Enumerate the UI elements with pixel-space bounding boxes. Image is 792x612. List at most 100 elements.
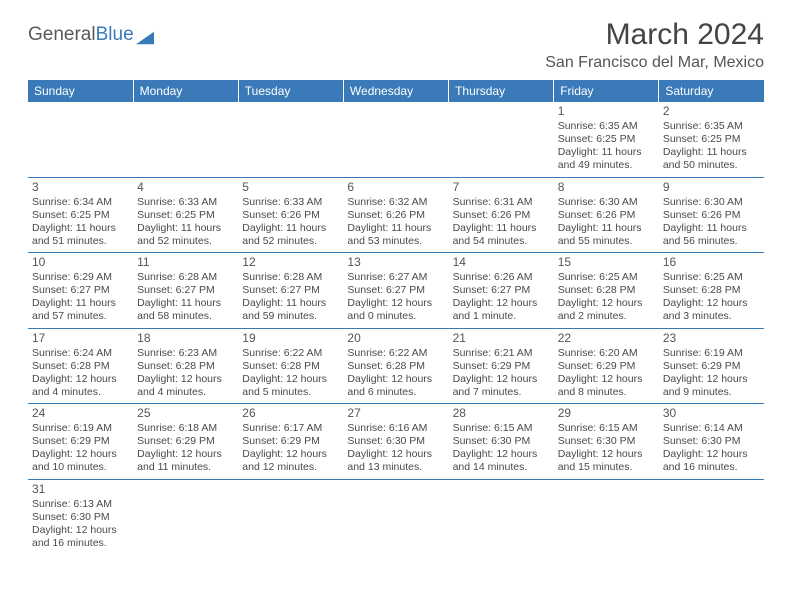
day-info-line: Sunset: 6:30 PM <box>453 435 550 448</box>
day-info-line: Sunset: 6:29 PM <box>32 435 129 448</box>
day-info-line: Sunrise: 6:31 AM <box>453 196 550 209</box>
day-info-line: Sunrise: 6:22 AM <box>242 347 339 360</box>
calendar-row: 24Sunrise: 6:19 AMSunset: 6:29 PMDayligh… <box>28 404 764 480</box>
day-number: 6 <box>347 180 444 195</box>
day-info-line: Sunset: 6:30 PM <box>347 435 444 448</box>
calendar-cell <box>133 102 238 177</box>
day-info-line: Daylight: 12 hours <box>137 373 234 386</box>
day-number: 10 <box>32 255 129 270</box>
header: GeneralBlue March 2024 San Francisco del… <box>28 18 764 72</box>
day-number: 13 <box>347 255 444 270</box>
day-info-line: Daylight: 12 hours <box>347 297 444 310</box>
day-info-line: Sunset: 6:27 PM <box>347 284 444 297</box>
calendar-cell: 18Sunrise: 6:23 AMSunset: 6:28 PMDayligh… <box>133 328 238 404</box>
location: San Francisco del Mar, Mexico <box>545 54 764 72</box>
day-number: 8 <box>558 180 655 195</box>
day-info-line: Daylight: 12 hours <box>558 297 655 310</box>
day-number: 15 <box>558 255 655 270</box>
day-number: 22 <box>558 331 655 346</box>
calendar-cell <box>28 102 133 177</box>
calendar-cell: 22Sunrise: 6:20 AMSunset: 6:29 PMDayligh… <box>554 328 659 404</box>
weekday-header-row: Sunday Monday Tuesday Wednesday Thursday… <box>28 80 764 102</box>
day-number: 3 <box>32 180 129 195</box>
day-info-line: and 16 minutes. <box>32 537 129 550</box>
day-info-line: and 13 minutes. <box>347 461 444 474</box>
day-info-line: Daylight: 11 hours <box>32 297 129 310</box>
calendar-cell: 17Sunrise: 6:24 AMSunset: 6:28 PMDayligh… <box>28 328 133 404</box>
day-info-line: Sunset: 6:25 PM <box>558 133 655 146</box>
day-info-line: and 6 minutes. <box>347 386 444 399</box>
day-info-line: Sunset: 6:27 PM <box>453 284 550 297</box>
day-info-line: and 5 minutes. <box>242 386 339 399</box>
day-info-line: Sunrise: 6:28 AM <box>137 271 234 284</box>
day-info-line: and 3 minutes. <box>663 310 760 323</box>
day-number: 16 <box>663 255 760 270</box>
calendar-cell: 24Sunrise: 6:19 AMSunset: 6:29 PMDayligh… <box>28 404 133 480</box>
calendar-row: 3Sunrise: 6:34 AMSunset: 6:25 PMDaylight… <box>28 177 764 253</box>
day-info-line: Sunrise: 6:29 AM <box>32 271 129 284</box>
calendar-cell: 29Sunrise: 6:15 AMSunset: 6:30 PMDayligh… <box>554 404 659 480</box>
day-info-line: Sunrise: 6:19 AM <box>663 347 760 360</box>
day-info-line: and 9 minutes. <box>663 386 760 399</box>
day-info-line: Sunset: 6:26 PM <box>347 209 444 222</box>
day-number: 30 <box>663 406 760 421</box>
day-info-line: Sunset: 6:28 PM <box>558 284 655 297</box>
day-info-line: and 15 minutes. <box>558 461 655 474</box>
logo-sail-icon <box>136 31 154 45</box>
day-number: 1 <box>558 104 655 119</box>
day-number: 12 <box>242 255 339 270</box>
calendar-cell: 7Sunrise: 6:31 AMSunset: 6:26 PMDaylight… <box>449 177 554 253</box>
day-info-line: and 0 minutes. <box>347 310 444 323</box>
day-number: 5 <box>242 180 339 195</box>
day-number: 19 <box>242 331 339 346</box>
day-info-line: Sunrise: 6:35 AM <box>663 120 760 133</box>
weekday-header: Sunday <box>28 80 133 102</box>
weekday-header: Saturday <box>659 80 764 102</box>
calendar-cell <box>449 102 554 177</box>
day-info-line: Sunset: 6:29 PM <box>242 435 339 448</box>
day-info-line: Sunrise: 6:30 AM <box>663 196 760 209</box>
day-number: 29 <box>558 406 655 421</box>
day-info-line: and 57 minutes. <box>32 310 129 323</box>
day-number: 17 <box>32 331 129 346</box>
day-info-line: Daylight: 12 hours <box>32 448 129 461</box>
calendar-cell <box>133 479 238 554</box>
day-info-line: Daylight: 11 hours <box>242 222 339 235</box>
calendar-cell <box>238 479 343 554</box>
day-info-line: and 49 minutes. <box>558 159 655 172</box>
calendar-cell: 5Sunrise: 6:33 AMSunset: 6:26 PMDaylight… <box>238 177 343 253</box>
day-info-line: and 59 minutes. <box>242 310 339 323</box>
day-info-line: Sunrise: 6:25 AM <box>663 271 760 284</box>
day-info-line: Sunrise: 6:28 AM <box>242 271 339 284</box>
day-info-line: Sunrise: 6:18 AM <box>137 422 234 435</box>
day-info-line: Sunrise: 6:17 AM <box>242 422 339 435</box>
weekday-header: Monday <box>133 80 238 102</box>
calendar-cell <box>238 102 343 177</box>
day-number: 11 <box>137 255 234 270</box>
day-info-line: and 56 minutes. <box>663 235 760 248</box>
day-info-line: Daylight: 11 hours <box>242 297 339 310</box>
day-info-line: Sunset: 6:28 PM <box>663 284 760 297</box>
day-info-line: Sunset: 6:27 PM <box>32 284 129 297</box>
day-info-line: Daylight: 12 hours <box>242 373 339 386</box>
day-info-line: Daylight: 12 hours <box>453 297 550 310</box>
logo: GeneralBlue <box>28 24 154 46</box>
day-number: 26 <box>242 406 339 421</box>
day-info-line: Daylight: 12 hours <box>347 373 444 386</box>
calendar-cell: 23Sunrise: 6:19 AMSunset: 6:29 PMDayligh… <box>659 328 764 404</box>
day-info-line: Sunrise: 6:30 AM <box>558 196 655 209</box>
day-info-line: Daylight: 11 hours <box>347 222 444 235</box>
day-info-line: and 4 minutes. <box>32 386 129 399</box>
day-number: 27 <box>347 406 444 421</box>
logo-text-blue: Blue <box>96 24 134 46</box>
day-info-line: Sunset: 6:26 PM <box>453 209 550 222</box>
day-info-line: Sunrise: 6:21 AM <box>453 347 550 360</box>
calendar-cell: 11Sunrise: 6:28 AMSunset: 6:27 PMDayligh… <box>133 253 238 329</box>
day-info-line: Sunrise: 6:20 AM <box>558 347 655 360</box>
weekday-header: Friday <box>554 80 659 102</box>
day-info-line: and 8 minutes. <box>558 386 655 399</box>
day-info-line: and 2 minutes. <box>558 310 655 323</box>
day-info-line: Sunrise: 6:33 AM <box>137 196 234 209</box>
day-info-line: Sunset: 6:29 PM <box>558 360 655 373</box>
day-info-line: Daylight: 11 hours <box>137 297 234 310</box>
